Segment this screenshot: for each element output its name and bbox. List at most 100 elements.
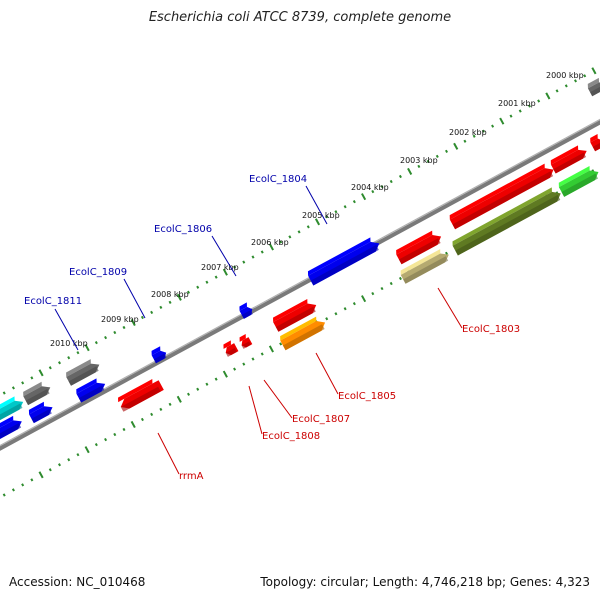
gene-gray-left-top <box>23 381 42 397</box>
scale-tick-minor <box>168 300 172 304</box>
gene-far-right-gray-shade <box>590 84 600 97</box>
gene-ecolc-1803-top <box>400 249 441 276</box>
gene-large-red-shade <box>452 171 554 230</box>
scale-tick-major <box>268 243 274 251</box>
scale-tick-minor <box>537 99 541 103</box>
scale-tick-minor <box>58 361 62 365</box>
scale-tick-minor <box>11 386 15 390</box>
genome-title: Escherichia coli ATCC 8739, complete gen… <box>148 10 452 25</box>
scale-tick-minor <box>426 159 430 164</box>
scale-tick-minor <box>380 184 384 189</box>
label-ecolc-1809-leader <box>123 278 146 319</box>
gene-ecolc-1809-shade <box>153 353 167 364</box>
scale-tick-minor <box>21 381 25 385</box>
scale-tick-minor <box>251 357 255 361</box>
gene-ecolc-1803 <box>400 249 449 284</box>
scale-tick-minor <box>288 235 292 239</box>
scale-tick-major <box>38 471 44 479</box>
gene-rrma-top <box>118 379 153 403</box>
scale-tick-minor <box>67 458 71 462</box>
scale-tick-major <box>314 218 321 226</box>
gene-blue-left-shade <box>78 385 105 403</box>
scale-tick-minor <box>122 427 126 432</box>
label-rrma-leader <box>157 432 180 475</box>
scale-tick-minor <box>463 139 467 143</box>
scale-tick-minor <box>398 174 402 179</box>
gene-ecolc-1807-shade <box>241 341 251 349</box>
scale-tick-major <box>453 142 459 150</box>
gene-ecolc-1806-shade <box>241 309 253 319</box>
scale-tick-minor <box>435 154 439 158</box>
gene-blue-left-2-top <box>28 401 45 415</box>
gene-ecolc-1811-top <box>66 359 91 377</box>
gene-green-shade <box>561 173 599 197</box>
scale-tick-major <box>407 167 413 176</box>
gene-ecolc-1808-shade <box>225 347 237 357</box>
scale-tick-minor <box>2 391 6 395</box>
scale-tick-major <box>84 446 90 454</box>
label-ecolc-1807-leader <box>263 379 293 419</box>
scale-tick-minor <box>574 79 578 83</box>
gene-edge-red-top <box>590 133 598 143</box>
gene-ecolc-1803-shade <box>403 256 449 284</box>
scale-tick-minor <box>389 281 393 286</box>
scale-tick-minor <box>150 310 154 315</box>
scale-tick-minor <box>76 453 80 457</box>
scale-tick-minor <box>398 276 402 281</box>
gene-green <box>558 166 599 197</box>
scale-tick-major <box>545 92 551 100</box>
gene-large-red-top <box>449 163 545 220</box>
gene-ecolc-1806 <box>239 302 253 319</box>
gene-olive-long-top <box>452 187 552 246</box>
label-ecolc-1807: EcolC_1807 <box>292 414 350 425</box>
scale-tick-minor <box>205 280 209 284</box>
gene-ecolc-1804 <box>307 237 380 286</box>
scale-tick-minor <box>306 225 310 229</box>
scale-label-5: 2005 kbp <box>302 211 340 220</box>
label-ecolc-1806: EcolC_1806 <box>154 224 212 235</box>
scale-tick-minor <box>297 230 301 234</box>
scale-tick-major <box>130 318 136 327</box>
label-ecolc-1811: EcolC_1811 <box>24 296 82 307</box>
gene-green-top <box>558 166 590 188</box>
gene-cyan-edge-shade <box>0 403 23 421</box>
gene-ecolc-1805-top <box>280 316 317 341</box>
scale-tick-minor <box>279 342 283 346</box>
gene-ecolc-1809 <box>151 346 167 364</box>
gene-cyan-edge <box>0 396 24 421</box>
gene-ecolc-1804-top <box>307 237 371 276</box>
genome-backbone <box>0 120 600 451</box>
gene-ecolc-1803-upper-shade <box>553 152 587 174</box>
gene-rrma-shade <box>120 386 161 412</box>
gene-ecolc-1804-shade <box>310 245 379 286</box>
scale-label-8: 2008 kbp <box>151 290 189 299</box>
gene-ecolc-1808 <box>223 340 239 357</box>
scale-tick-minor <box>233 367 237 371</box>
scale-tick-minor <box>343 205 347 209</box>
scale-tick-major <box>361 295 367 303</box>
scale-tick-minor <box>48 366 52 370</box>
gene-ecolc-1811 <box>66 359 100 386</box>
gene-ecolc-1807 <box>239 334 253 349</box>
scale-label-6: 2006 kbp <box>251 238 289 247</box>
scale-tick-minor <box>527 104 531 108</box>
scale-tick-minor <box>168 402 172 406</box>
gene-red-mid <box>396 230 442 265</box>
scale-label-7: 2007 kbp <box>201 263 239 272</box>
scale-tick-major <box>84 344 90 352</box>
scale-tick-minor <box>491 124 495 128</box>
label-ecolc-1808-leader <box>248 385 263 435</box>
scale-tick-minor <box>325 317 329 321</box>
scale-tick-minor <box>352 200 356 204</box>
scale-tick-minor <box>11 488 15 492</box>
accession-text: Accession: NC_010468 <box>9 575 146 589</box>
scale-tick-minor <box>196 285 200 289</box>
gene-red-1805-upper-shade <box>275 306 316 332</box>
gene-ecolc-1803-upper-top <box>550 145 579 165</box>
gene-olive-long <box>452 187 561 256</box>
gene-blue-left <box>76 378 106 403</box>
scale-tick-minor <box>509 114 513 118</box>
scale-tick-major <box>130 420 136 429</box>
